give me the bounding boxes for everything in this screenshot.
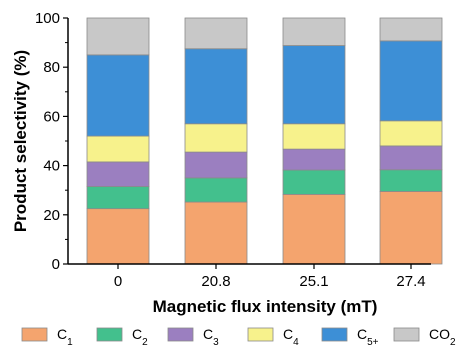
bar-segment-co2-0 — [86, 17, 150, 56]
bar-segment-co2-1 — [184, 17, 248, 50]
x-tick-label: 0 — [114, 273, 122, 290]
plot-area — [86, 17, 443, 265]
bar-segment-c5plus-3 — [379, 40, 443, 122]
bar-segment-c4-0 — [86, 135, 150, 163]
legend-label-c3: C3 — [203, 326, 219, 348]
bar-segment-c3-3 — [379, 145, 443, 171]
bar-segment-co2-3 — [379, 17, 443, 42]
bar-segment-c2-3 — [379, 169, 443, 192]
legend-swatch-c2 — [96, 327, 123, 342]
legend-swatch-c3 — [167, 327, 194, 342]
y-tick-label: 60 — [43, 108, 60, 125]
legend: C1 C2 C3 C4 C5+ CO2 — [21, 326, 456, 348]
legend-swatch-co2 — [393, 327, 420, 342]
bar-segment-c2-2 — [282, 169, 346, 195]
bar-segment-c4-3 — [379, 120, 443, 147]
legend-swatch-c1 — [21, 327, 48, 342]
bar-segment-c5plus-0 — [86, 54, 150, 137]
x-tick-label: 25.1 — [299, 273, 328, 290]
bar-segment-c1-1 — [184, 201, 248, 265]
bar-segment-c2-1 — [184, 177, 248, 203]
bar-segment-c5plus-2 — [282, 45, 346, 125]
y-axis-title: Product selectivity (%) — [11, 50, 30, 232]
bar-segment-c4-2 — [282, 123, 346, 150]
y-tick-label: 100 — [35, 10, 60, 27]
y-tick-label: 80 — [43, 59, 60, 76]
x-axis-title: Magnetic flux intensity (mT) — [153, 297, 378, 316]
x-tick-label: 20.8 — [201, 273, 230, 290]
bar-segment-c3-0 — [86, 161, 150, 187]
bar-segment-c3-1 — [184, 151, 248, 179]
legend-label-c4: C4 — [283, 326, 299, 348]
bar-segment-c3-2 — [282, 148, 346, 171]
bar-segment-c1-2 — [282, 193, 346, 265]
y-tick-label: 20 — [43, 207, 60, 224]
bar-segment-c5plus-1 — [184, 48, 248, 125]
bar-segment-c2-0 — [86, 186, 150, 210]
x-tick-label: 27.4 — [396, 273, 425, 290]
legend-label-c5plus: C5+ — [357, 326, 379, 348]
bar-segment-c4-1 — [184, 123, 248, 153]
legend-swatch-c4 — [247, 327, 274, 342]
legend-label-co2: CO2 — [429, 326, 456, 348]
axes: 0 20 40 60 80 100 0 20.8 25.1 27.4 — [35, 10, 431, 290]
bar-segment-co2-2 — [282, 17, 346, 46]
y-tick-label: 0 — [52, 256, 60, 273]
bar-segment-c1-3 — [379, 191, 443, 265]
legend-swatch-c5plus — [321, 327, 348, 342]
legend-label-c2: C2 — [132, 326, 148, 348]
bar-segment-c1-0 — [86, 208, 150, 265]
y-tick-label: 40 — [43, 158, 60, 175]
legend-label-c1: C1 — [57, 326, 73, 348]
